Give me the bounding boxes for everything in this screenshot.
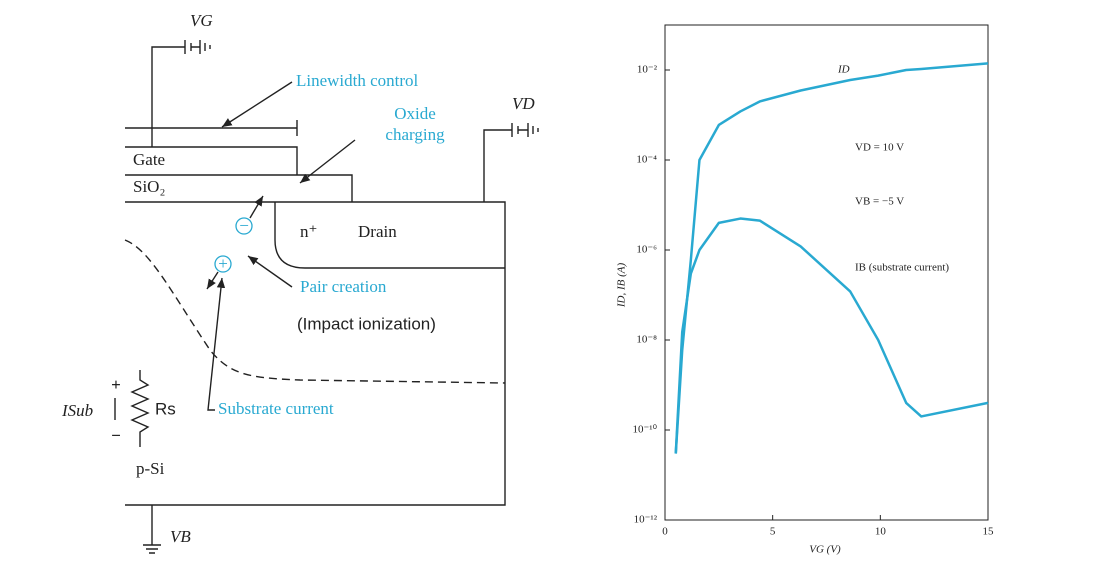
label: Rs	[155, 399, 176, 418]
label: ISub	[61, 401, 93, 420]
hole	[214, 255, 232, 273]
x-tick-label: 0	[662, 526, 668, 538]
label: VG	[190, 11, 213, 30]
label: charging	[385, 125, 445, 144]
label: Substrate current	[218, 399, 334, 418]
y-tick-label: 10⁻¹⁰	[632, 424, 657, 436]
label: VB	[170, 527, 191, 546]
label: (Impact ionization)	[297, 314, 436, 333]
label: +	[218, 254, 228, 273]
label: Linewidth control	[296, 71, 419, 90]
label: Pair creation	[300, 277, 387, 296]
x-tick-label: 10	[875, 526, 887, 538]
x-tick-label: 15	[983, 526, 995, 538]
label: Drain	[358, 222, 397, 241]
series-line	[674, 62, 989, 454]
y-tick-label: 10⁻⁸	[636, 334, 657, 346]
drain-contact	[483, 123, 539, 202]
annotation: VB = −5 V	[855, 196, 904, 208]
ground	[143, 505, 161, 554]
label: Oxide	[394, 104, 436, 123]
arrow	[221, 81, 293, 128]
y-tick-label: 10⁻⁶	[636, 244, 657, 256]
label: p-Si	[136, 459, 165, 478]
linewidth-line	[125, 120, 298, 136]
device-outline	[125, 146, 506, 506]
label: +	[111, 375, 121, 394]
plot-frame	[664, 24, 989, 521]
y-tick-label: 10⁻¹²	[634, 514, 658, 526]
electron	[235, 217, 253, 235]
label: n⁺	[300, 222, 317, 241]
arrow	[249, 195, 264, 219]
x-tick-label: 5	[770, 526, 776, 538]
y-tick-label: 10⁻⁴	[636, 154, 657, 166]
y-tick-label: 10⁻²	[637, 64, 658, 76]
label: −	[239, 216, 249, 235]
arrow	[206, 271, 219, 290]
depletion-edge	[124, 239, 506, 384]
arrow	[247, 255, 293, 288]
label: Gate	[133, 150, 165, 169]
label: −	[111, 426, 121, 445]
series-label: ID	[837, 64, 850, 76]
y-axis-label: ID, IB (A)	[616, 263, 628, 309]
mosfet-diagram: VG Linewidth control Oxide charging VD G…	[61, 11, 539, 554]
annotation: VD = 10 V	[855, 142, 904, 154]
x-axis-label: VG (V)	[809, 544, 841, 556]
arrow	[299, 139, 356, 184]
label: VD	[512, 94, 535, 113]
series-label: IB (substrate current)	[855, 262, 949, 274]
resistor	[114, 370, 150, 447]
gate-contact	[151, 40, 211, 147]
arrow	[207, 277, 226, 411]
label: SiO₂	[133, 177, 165, 196]
chart: VG (V) ID, IB (A) ID IB (substrate curre…	[616, 24, 995, 556]
series-line	[674, 217, 989, 454]
